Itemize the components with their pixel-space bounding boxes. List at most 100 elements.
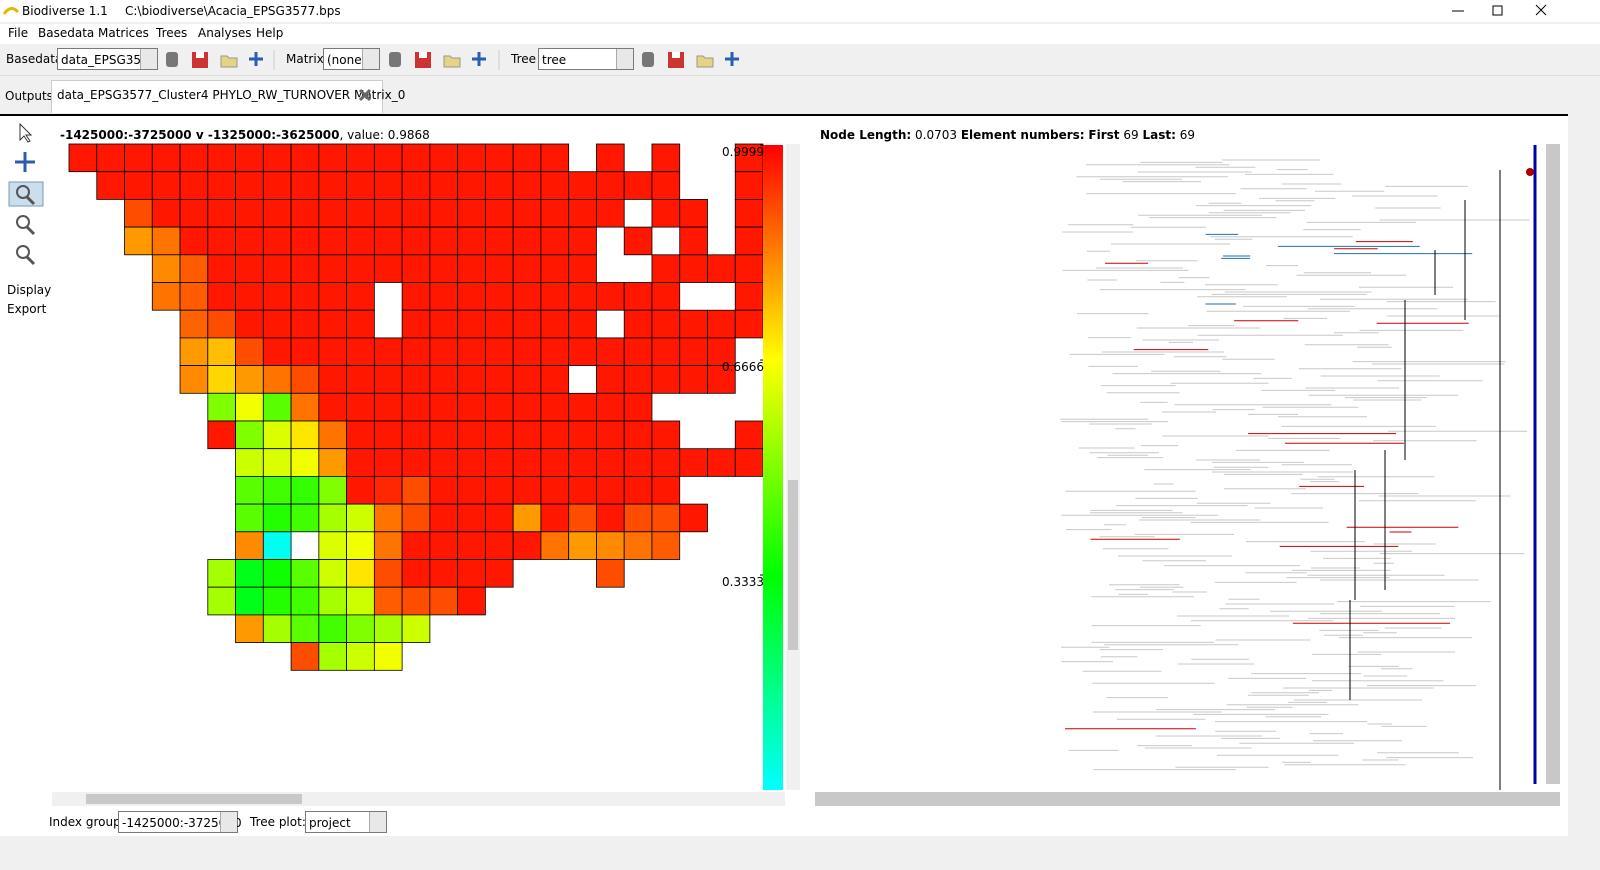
map-cell xyxy=(429,559,459,588)
map-vscroll[interactable] xyxy=(786,144,800,790)
map-cell xyxy=(568,448,597,477)
map-cell xyxy=(235,282,264,311)
map-cell xyxy=(429,365,459,394)
map-cell xyxy=(373,448,403,477)
map-cell xyxy=(484,365,514,394)
map-cell xyxy=(734,198,764,228)
toolbar-icons[interactable] xyxy=(0,48,760,72)
map-cell xyxy=(290,392,320,422)
tree-plot-label: Tree plot: xyxy=(250,815,306,829)
map-cell xyxy=(623,392,653,422)
tree-plot-combo[interactable]: project xyxy=(305,811,387,833)
map-cell xyxy=(540,254,570,283)
map-cell xyxy=(596,420,625,450)
map-cell xyxy=(235,559,264,588)
map-cell xyxy=(540,282,570,311)
menu-item[interactable]: File xyxy=(8,26,29,40)
map-cell xyxy=(346,614,375,644)
map-cell xyxy=(262,559,292,588)
tab-close[interactable] xyxy=(358,88,372,102)
side-tools[interactable] xyxy=(8,120,44,270)
map-cell xyxy=(207,282,236,311)
map-cell xyxy=(318,559,347,588)
display-button[interactable]: Display xyxy=(7,283,52,297)
map-cell xyxy=(346,171,375,200)
outputs-tab[interactable]: Outputs xyxy=(5,89,53,103)
map-cell xyxy=(262,392,292,422)
map-cell xyxy=(318,531,347,560)
map-cell xyxy=(651,309,681,339)
map-cell xyxy=(318,282,347,311)
menu-item[interactable]: Analyses xyxy=(198,26,252,40)
map-cell xyxy=(540,392,570,422)
map-cell xyxy=(568,226,597,256)
map-cell xyxy=(651,420,681,450)
map-value-prefix: , value: xyxy=(339,128,384,142)
map-cell xyxy=(346,309,375,339)
map-cell xyxy=(540,448,570,477)
map-cell xyxy=(290,143,320,173)
map-cell xyxy=(512,198,542,228)
map-cell xyxy=(568,531,597,560)
map-cell xyxy=(512,282,542,311)
map-cell xyxy=(318,475,347,505)
map-cell xyxy=(373,475,403,505)
map-cell xyxy=(151,282,181,311)
map-cell xyxy=(318,143,347,173)
active-tab[interactable] xyxy=(51,80,383,113)
map-cell xyxy=(623,475,653,505)
map-cell xyxy=(457,392,486,422)
node-length: 0.0703 xyxy=(915,128,958,142)
map-cell xyxy=(484,420,514,450)
map-cell xyxy=(401,337,431,366)
map-cell xyxy=(373,642,403,671)
index-group-label: Index group: xyxy=(49,815,125,829)
map-cell xyxy=(512,143,542,173)
map-cell xyxy=(151,171,181,200)
map-cell xyxy=(262,448,292,477)
index-group-combo[interactable]: -1425000:-3725000 xyxy=(118,811,242,833)
map-cell xyxy=(401,392,431,422)
map-cell xyxy=(96,143,125,173)
node-length-label: Node Length: xyxy=(820,128,912,142)
map-range: -1425000:-3725000 v -1325000:-3625000 xyxy=(60,128,340,142)
map-cell xyxy=(346,198,375,228)
map-cell xyxy=(484,254,514,283)
map-cell xyxy=(568,309,597,339)
map-cell xyxy=(373,531,403,560)
map-cell xyxy=(401,254,431,283)
map-cell xyxy=(401,586,431,616)
map-cell xyxy=(235,420,264,450)
map-cell xyxy=(596,337,625,366)
map-cell xyxy=(457,226,486,256)
map-cell xyxy=(235,143,264,173)
map-cell xyxy=(568,198,597,228)
matrix-combo[interactable]: (none) xyxy=(323,48,380,70)
basedata-combo[interactable]: data_EPSG3577 xyxy=(57,48,158,70)
map-cell xyxy=(373,198,403,228)
menu-item[interactable]: Trees xyxy=(156,26,188,40)
menu-item[interactable]: Matrices xyxy=(98,26,149,40)
map-cell xyxy=(540,309,570,339)
menu-item[interactable]: Basedata xyxy=(38,26,95,40)
map-cell xyxy=(179,309,209,339)
map-cell xyxy=(290,448,320,477)
map-cell xyxy=(512,392,542,422)
map-cell xyxy=(346,282,375,311)
map-cell xyxy=(401,531,431,560)
map-cell xyxy=(707,337,736,366)
map-cell xyxy=(346,448,375,477)
tree-vscroll[interactable] xyxy=(1546,144,1560,784)
map-cell xyxy=(318,171,347,200)
window-controls[interactable] xyxy=(1440,0,1600,22)
map-cell xyxy=(318,642,347,671)
menu-item[interactable]: Help xyxy=(256,26,284,40)
tree-combo[interactable]: tree xyxy=(538,48,634,70)
map-hscroll[interactable] xyxy=(52,792,785,806)
tree-hscroll[interactable] xyxy=(815,792,1560,806)
map-cell xyxy=(623,531,653,560)
export-button[interactable]: Export xyxy=(7,302,47,316)
map-cell xyxy=(596,198,625,228)
map-cell xyxy=(179,143,209,173)
matrix-label: Matrix xyxy=(286,52,324,66)
